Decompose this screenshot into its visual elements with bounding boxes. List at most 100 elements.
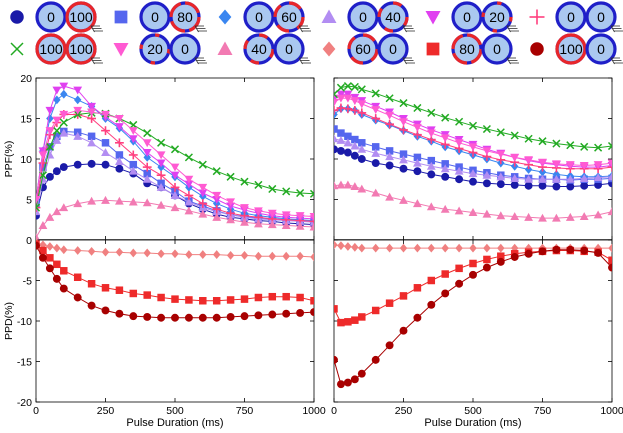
- data-point-s1-3: [46, 173, 54, 181]
- data-point-s3-18: [241, 312, 249, 320]
- legend-left-value-4: 0: [359, 9, 367, 25]
- data-point-s3-12: [157, 314, 165, 322]
- data-point-s3-18: [539, 247, 547, 255]
- x-tick-label: 0: [331, 405, 337, 417]
- data-point-s2-4: [53, 261, 60, 268]
- data-point-s3-10: [427, 301, 435, 309]
- data-point-s1-17: [525, 182, 533, 190]
- data-point-s3-19: [552, 246, 560, 254]
- x-tick-label: 250: [395, 405, 413, 417]
- data-point-s2-1: [330, 125, 337, 132]
- data-point-s2-5: [358, 313, 365, 320]
- data-point-s1-6: [372, 159, 380, 167]
- legend-entry-1: 0 100: [10, 3, 103, 32]
- legend-right-value-6: 0: [597, 9, 605, 25]
- data-point-s2-8: [102, 139, 109, 146]
- y-tick-label: -10: [17, 316, 32, 328]
- legend-right-value-2: 80: [177, 9, 193, 25]
- data-point-s3-11: [143, 313, 151, 321]
- legend-marker-11: [427, 43, 440, 56]
- data-point-s2-7: [88, 280, 95, 287]
- data-point-s2-21: [282, 293, 289, 300]
- y-tick-label: 20: [20, 73, 32, 85]
- data-point-s2-12: [455, 265, 462, 272]
- data-point-s3-8: [400, 327, 408, 335]
- legend-marker-5: [426, 11, 441, 25]
- data-point-s1-12: [455, 175, 463, 183]
- y-tick-label: 10: [20, 154, 32, 166]
- data-point-s3-15: [199, 314, 207, 322]
- data-point-s3-20: [268, 311, 276, 319]
- legend-left-value-2: 0: [151, 9, 159, 25]
- x-tick-label: 1000: [600, 405, 623, 417]
- legend-left-value-5: 0: [463, 9, 471, 25]
- data-point-s3-11: [441, 290, 449, 298]
- y-tick-label: 0: [26, 235, 32, 247]
- legend-left-value-8: 20: [147, 41, 163, 57]
- legend-entry-7: 100 100: [11, 35, 103, 64]
- data-point-s3-22: [594, 249, 602, 257]
- data-point-s2-10: [130, 290, 137, 297]
- data-point-s2-13: [171, 295, 178, 302]
- data-point-s3-9: [413, 314, 421, 322]
- legend-right-value-8: 0: [181, 41, 189, 57]
- data-point-s2-15: [199, 297, 206, 304]
- data-point-s3-9: [115, 310, 123, 318]
- data-point-s2-8: [102, 284, 109, 291]
- legend-entry-4: 0 40: [322, 3, 416, 32]
- data-point-s1-9: [413, 167, 421, 175]
- data-point-s1-9: [115, 165, 123, 173]
- data-point-s1-13: [469, 178, 477, 186]
- data-point-s1-3: [344, 149, 352, 157]
- data-point-s3-5: [358, 370, 366, 378]
- data-point-s3-17: [227, 313, 235, 321]
- data-point-s1-5: [60, 163, 68, 171]
- x-tick-label: 250: [97, 405, 115, 417]
- data-point-s1-19: [552, 183, 560, 191]
- y-axis-label: PPF(%): [3, 141, 15, 178]
- legend-marker-10: [323, 42, 336, 57]
- chart-bottom-left: 0 250 500 750 1000-20-15-10-50PPD(%)Pulse Du…: [3, 235, 326, 429]
- legend-marker-1: [10, 10, 24, 24]
- legend-marker-12: [530, 42, 544, 56]
- y-axis-label: PPD(%): [3, 302, 15, 340]
- data-point-s2-20: [269, 293, 276, 300]
- data-point-s2-10: [428, 277, 435, 284]
- data-point-s2-17: [227, 296, 234, 303]
- legend-marker-8: [114, 43, 129, 57]
- legend-entry-3: 0 60: [219, 3, 311, 32]
- legend-right-value-12: 0: [597, 41, 605, 57]
- data-point-s2-3: [46, 254, 53, 261]
- data-point-s1-10: [427, 170, 435, 178]
- legend-entry-10: 60 0: [323, 35, 415, 64]
- data-point-s3-6: [74, 294, 82, 302]
- legend-entry-12: 100 0: [530, 35, 623, 64]
- legend-entry-11: 80 0: [427, 35, 519, 64]
- data-point-s1-15: [497, 180, 505, 188]
- data-point-s3-22: [296, 309, 304, 317]
- legend-left-value-12: 100: [559, 41, 583, 57]
- data-point-s3-17: [525, 250, 533, 258]
- y-tick-label: 15: [20, 114, 32, 126]
- data-point-s3-5: [60, 285, 68, 293]
- data-point-s3-1: [32, 242, 40, 250]
- data-point-s1-16: [511, 181, 519, 189]
- data-point-s2-9: [414, 284, 421, 291]
- data-point-s2-6: [372, 307, 379, 314]
- figure: 0 100 0 80 0 60 0 40 0 20 0 0100 100 20 0 40 0 60 0 80 0 100 0…: [0, 0, 623, 433]
- legend-right-value-7: 100: [69, 41, 93, 57]
- chart-bottom-right: 0 250 500 750 1000 Pulse Duration (ms): [330, 240, 623, 429]
- data-point-s2-12: [157, 294, 164, 301]
- legend-left-value-10: 60: [355, 41, 371, 57]
- data-point-s1-14: [483, 179, 491, 187]
- data-point-s3-15: [497, 258, 505, 266]
- data-point-s2-3: [344, 318, 351, 325]
- data-point-s3-16: [511, 253, 519, 261]
- legend-right-value-11: 0: [493, 41, 501, 57]
- legend-entry-8: 20 0: [114, 35, 208, 64]
- data-point-s1-11: [441, 173, 449, 181]
- data-point-s3-14: [483, 264, 491, 272]
- legend-entry-2: 0 80: [115, 3, 207, 32]
